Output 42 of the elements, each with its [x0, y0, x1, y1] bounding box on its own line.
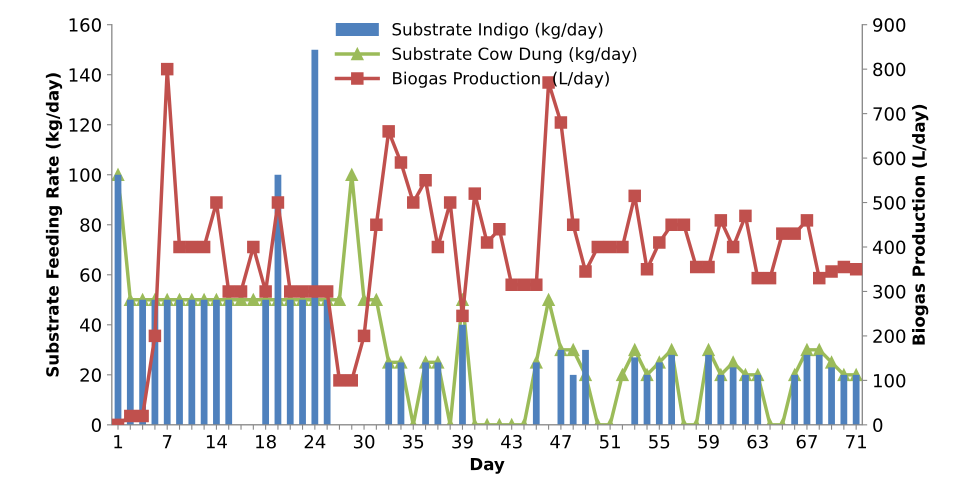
x-tick-label: 24 — [304, 434, 326, 448]
y-axis-title: Substrate Feeding Rate (kg/day) — [46, 73, 62, 376]
y-tick-label: 20 — [80, 368, 101, 382]
y-tick-label: 40 — [80, 318, 101, 332]
y2-tick-label: 700 — [874, 107, 906, 121]
y2-tick-label: 400 — [872, 240, 906, 254]
x-tick-label: 67 — [796, 434, 817, 449]
y2-tick-label: 300 — [873, 284, 906, 299]
y-tick-label: 120 — [70, 118, 101, 132]
x-tick-label: 71 — [846, 435, 866, 448]
x-tick-label: 30 — [354, 434, 374, 449]
x-tick-label: 18 — [256, 434, 276, 449]
x-tick-label: 7 — [162, 435, 172, 448]
bar — [459, 324, 466, 425]
x-tick-label: 14 — [206, 435, 227, 448]
x-tick-label: 39 — [452, 434, 473, 449]
legend-label: Substrate Indigo (kg/day) — [392, 22, 602, 39]
y2-tick-label: 200 — [873, 329, 906, 344]
x-tick-label: 43 — [501, 434, 522, 449]
y-tick-label: 60 — [80, 268, 101, 282]
y2-tick-label: 900 — [873, 18, 906, 32]
x-tick-label: 35 — [403, 434, 424, 449]
x-tick-label: 47 — [550, 435, 571, 448]
y-tick-label: 100 — [70, 168, 101, 182]
x-tick-label: 55 — [649, 435, 670, 449]
y-tick-label: 160 — [70, 18, 101, 32]
x-tick-label: 59 — [698, 434, 719, 449]
bar — [570, 374, 577, 425]
x-tick-label: 51 — [600, 435, 620, 449]
y2-tick-label: 800 — [873, 62, 906, 76]
y2-tick-label: 600 — [873, 152, 906, 166]
y-tick-label: 0 — [92, 418, 101, 432]
y2-tick-label: 500 — [873, 196, 906, 210]
x-axis-title: Day — [470, 458, 504, 474]
y-tick-label: 80 — [80, 218, 101, 232]
legend-label: Substrate Cow Dung (kg/day) — [392, 47, 636, 64]
y2-tick-label: 0 — [873, 418, 882, 432]
y2-axis-title: Biogas Production (L/day) — [912, 104, 928, 345]
x-tick-label: 63 — [748, 434, 768, 449]
y2-tick-label: 100 — [874, 374, 906, 388]
x-tick-label: 1 — [114, 435, 122, 448]
y-tick-label: 140 — [70, 68, 101, 82]
